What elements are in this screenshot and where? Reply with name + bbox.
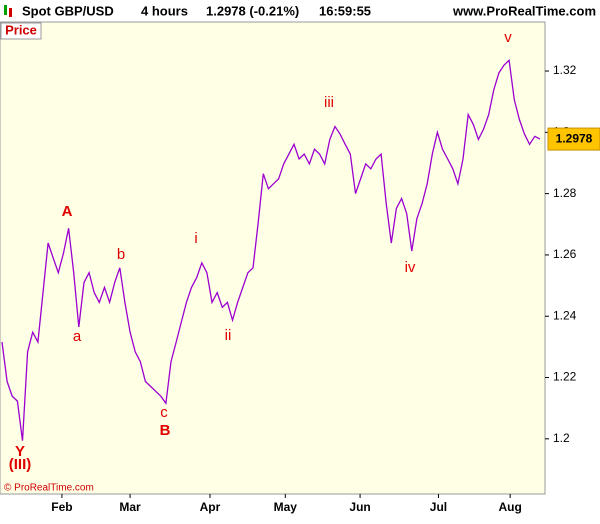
instrument: Spot GBP/USD (22, 3, 114, 18)
y-tick-label: 1.2 (553, 431, 570, 445)
y-tick-label: 1.26 (553, 247, 577, 261)
wave-label: b (117, 246, 125, 263)
quote: 1.2978 (-0.21%) (206, 3, 299, 18)
time: 16:59:55 (319, 3, 371, 18)
y-tick-label: 1.24 (553, 308, 577, 322)
price-line (1, 58, 541, 441)
wave-label: (III) (9, 456, 32, 473)
x-tick-label: Jun (349, 500, 370, 514)
icon-down (9, 8, 12, 17)
x-tick-label: Mar (119, 500, 141, 514)
wave-label: a (73, 328, 82, 345)
interval: 4 hours (141, 3, 188, 18)
last-price-box (547, 127, 600, 151)
x-tick-label: May (274, 500, 298, 514)
last-price-label: 1.2978 (556, 131, 593, 145)
site: www.ProRealTime.com (452, 3, 596, 18)
panel-label-box (0, 22, 42, 40)
wave-label: c (160, 404, 168, 421)
wave-label: ii (225, 327, 232, 344)
icon-up (4, 5, 7, 15)
y-tick-label: 1.22 (553, 370, 577, 384)
wave-label: v (504, 29, 512, 46)
x-tick-label: Aug (499, 500, 522, 514)
x-tick-label: Jul (430, 500, 447, 514)
y-tick-label: 1.32 (553, 63, 577, 77)
wave-label: iv (405, 259, 416, 276)
panel-label: Price (5, 22, 37, 37)
plot-area (0, 21, 546, 495)
wave-label: Y (15, 443, 25, 460)
wave-label: i (194, 230, 197, 247)
wave-label: B (160, 422, 171, 439)
wave-label: iii (324, 94, 334, 111)
wave-label: A (62, 203, 73, 220)
x-tick-label: Feb (51, 500, 72, 514)
x-tick-label: Apr (200, 500, 221, 514)
y-tick-label: 1.28 (553, 186, 577, 200)
copyright: © ProRealTime.com (4, 483, 94, 494)
